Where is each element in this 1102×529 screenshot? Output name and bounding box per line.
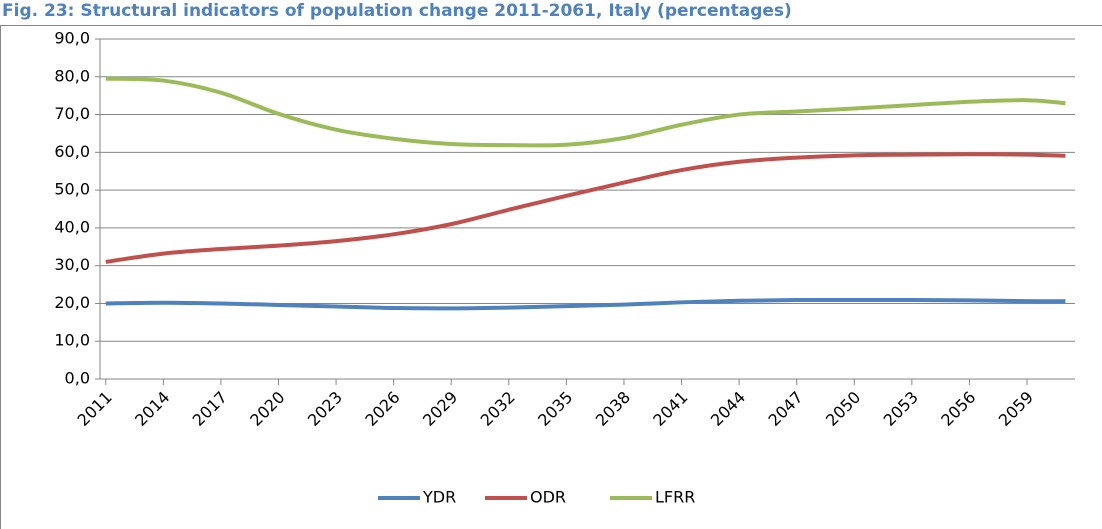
legend-label: ODR	[530, 488, 566, 507]
y-tick-label: 90,0	[54, 29, 90, 48]
y-tick-label: 30,0	[54, 255, 90, 274]
y-tick-label: 0,0	[65, 369, 90, 388]
y-tick-label: 80,0	[54, 66, 90, 85]
chart-frame	[0, 25, 1102, 529]
y-tick-label: 20,0	[54, 293, 90, 312]
y-tick-label: 50,0	[54, 180, 90, 199]
y-tick-label: 60,0	[54, 142, 90, 161]
line-series	[105, 297, 1066, 311]
line-series	[105, 152, 1066, 264]
legend-label: YDR	[422, 488, 456, 507]
line-series	[105, 76, 1066, 148]
y-tick-label: 40,0	[54, 217, 90, 236]
chart-title: Fig. 23: Structural indicators of popula…	[2, 1, 792, 21]
y-tick-label: 10,0	[54, 331, 90, 350]
y-tick-label: 70,0	[54, 104, 90, 123]
legend-label: LFRR	[655, 488, 695, 507]
